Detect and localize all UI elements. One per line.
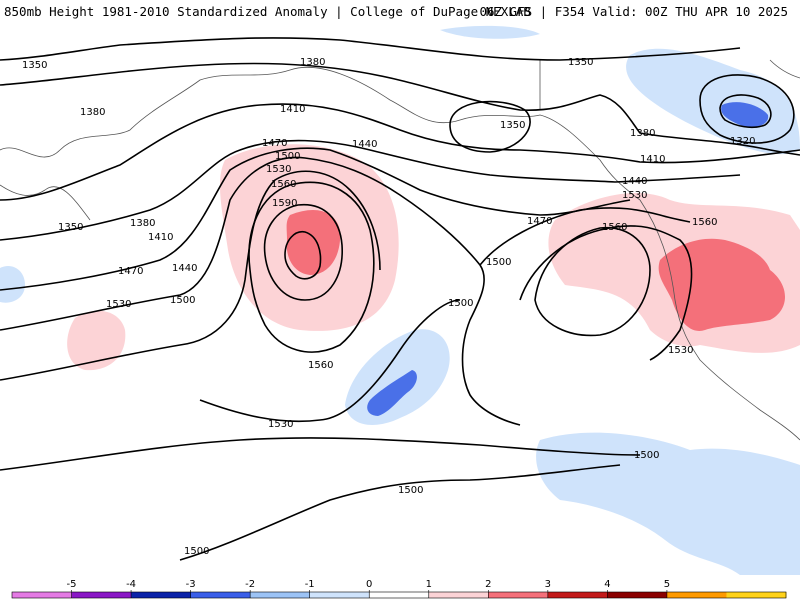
colorbar-tick-label: -4 [126,579,136,590]
negative-anomaly-east-pacific [536,432,800,575]
map-header: 850mb Height 1981-2010 Standardized Anom… [0,0,800,24]
contour-label: 1500 [184,546,209,557]
contour-1620-high [284,230,322,280]
colorbar-graphic: -5 -4 -3 -2 -1 0 1 2 3 4 5 [11,579,787,599]
colorbar-swatch [428,592,489,598]
colorbar-swatch [547,592,608,598]
contour-label: 1500 [170,295,195,306]
contour-1350-north [0,37,741,61]
contour-label: 1350 [22,60,47,71]
contour-1350-gulf-low [449,100,531,153]
positive-anomaly-west-pacific [67,310,126,371]
contour-label: 1410 [148,232,173,243]
contour-label: 1500 [486,257,511,268]
contour-1560-high [248,181,375,353]
contour-label: 1530 [668,345,693,356]
colorbar-swatches [11,591,787,599]
colorbar-swatch [607,592,668,598]
colorbar-swatch [250,592,311,598]
contour-label: 1440 [352,139,377,150]
contour-label: 1470 [527,216,552,227]
contour-label: 1530 [268,419,293,430]
contour-1440 [0,139,741,241]
contour-label: 1380 [130,218,155,229]
contour-label: 1380 [300,57,325,68]
contour-1470 [0,147,631,291]
colorbar-tick-label: 3 [545,579,551,590]
contour-1410 [0,103,800,201]
colorbar-swatch [131,592,192,598]
contour-label: 1380 [80,107,105,118]
colorbar-tick-label: -2 [245,579,255,590]
contour-label: 1350 [500,120,525,131]
contour-label: 1320 [730,136,755,147]
negative-anomaly-west-edge [0,265,25,303]
negative-anomaly-subtropical-pacific [345,329,450,425]
colorbar-tick-label: 2 [485,579,491,590]
contour-1290-low [719,94,772,128]
contour-label: 1560 [692,217,717,228]
contour-label: 1350 [568,57,593,68]
contour-1320-low [699,74,795,144]
colorbar-outline [11,591,787,599]
negative-anomaly-core-subtropical [367,370,417,416]
contour-label: 1560 [271,179,296,190]
positive-anomaly-core-pacific [286,210,341,275]
contour-1530-south [199,299,461,423]
contour-label: 1440 [172,263,197,274]
contour-label: 1530 [106,299,131,310]
contour-label: 1560 [602,222,627,233]
negative-anomaly-alaska-top [440,25,540,39]
colorbar-swatch [488,592,549,598]
contour-label: 1380 [630,128,655,139]
contour-1500-south-2 [179,464,621,561]
contour-label: 1500 [448,298,473,309]
contour-label: 1440 [622,176,647,187]
contour-label: 1410 [640,154,665,165]
colorbar-tick-label: 0 [366,579,372,590]
colorbar-tick-label: -5 [67,579,77,590]
negative-anomaly-core-yukon [721,102,769,127]
contour-label: 1470 [262,138,287,149]
colorbar-tick-label: 4 [604,579,610,590]
contour-label: 1500 [634,450,659,461]
contour-1500-south-1 [0,437,641,471]
contour-label: 1590 [272,198,297,209]
contour-1500 [0,156,521,426]
contour-label: 1350 [58,222,83,233]
contour-label: 1410 [280,104,305,115]
colorbar-tick-label: 1 [426,579,432,590]
colorbar-swatch [726,592,787,598]
colorbar-swatch [190,592,251,598]
contour-1590-high [263,203,343,301]
contour-1560-west-coast [534,226,651,337]
contour-label: 1500 [275,151,300,162]
colorbar-swatch [71,592,132,598]
colorbar-swatch [369,592,430,598]
anomaly-shading [0,25,800,575]
model-run-info: 06Z GFS | F354 Valid: 00Z THU APR 10 202… [479,4,788,19]
map-title: 850mb Height 1981-2010 Standardized Anom… [4,4,531,19]
colorbar-ticks: -5 -4 -3 -2 -1 0 1 2 3 4 5 [67,579,670,598]
contour-label: 1560 [308,360,333,371]
height-contours [0,37,800,561]
colorbar-swatch [309,592,370,598]
contour-label: 1470 [118,266,143,277]
colorbar: -5 -4 -3 -2 -1 0 1 2 3 4 5 [0,576,800,600]
contour-label: 1530 [266,164,291,175]
contour-1530-east [519,225,693,361]
colorbar-tick-label: -3 [186,579,196,590]
anomaly-map: 1350 1380 1350 1380 1350 1380 1410 1410 … [0,25,800,575]
contour-label: 1500 [398,485,423,496]
colorbar-tick-label: -1 [305,579,315,590]
contour-1500-east [479,207,691,266]
contour-labels: 1350 1380 1350 1380 1350 1380 1410 1410 … [22,57,755,557]
contour-label: 1530 [622,190,647,201]
colorbar-swatch [666,592,727,598]
colorbar-tick-label: 5 [664,579,670,590]
coastlines [0,59,800,441]
contour-1380-north [0,62,800,156]
colorbar-swatch [12,592,73,598]
